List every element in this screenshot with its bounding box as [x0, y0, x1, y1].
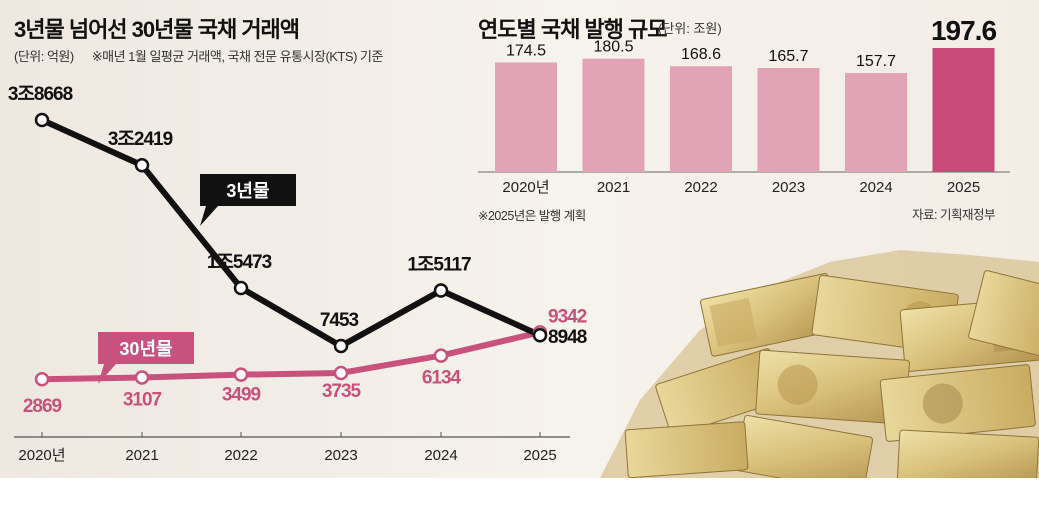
point-3yr-5 [532, 327, 548, 343]
left-chart-unit: (단위: 억원) [14, 49, 74, 64]
callout-30yr-box [98, 332, 194, 384]
bar-value-label-3: 165.7 [768, 48, 808, 65]
point-3yr-4 [433, 283, 449, 298]
left-chart-basis: ※매년 1월 일평균 거래액, 국채 전문 유통시장(KTS) 기준 [91, 49, 384, 64]
callout-3yr-box [200, 174, 296, 226]
data-label-30yr-1: 3107 [123, 390, 162, 411]
bar-5 [932, 48, 995, 172]
bar-category-label-5: 2025 [947, 179, 980, 196]
series-line-30yr [41, 329, 541, 383]
x-tick-label-0: 2020년 [18, 447, 65, 464]
legend-label-3yr: 3년물 [226, 181, 269, 201]
series-line-3yr [40, 117, 542, 350]
bar-value-label-2: 168.6 [681, 46, 721, 63]
bar-category-label-1: 2021 [597, 179, 630, 196]
x-tick-label-3: 2023 [324, 447, 357, 464]
data-label-30yr-3: 3735 [322, 381, 362, 402]
bill-stack-pile [600, 250, 1039, 493]
data-label-3yr-5: 8948 [548, 327, 587, 348]
bar-category-label-4: 2024 [859, 179, 892, 196]
point-30yr-1 [134, 370, 150, 385]
data-label-30yr-2: 3499 [222, 385, 261, 406]
legend-label-30yr: 30년물 [119, 339, 172, 359]
data-label-30yr-5: 9342 [548, 306, 587, 327]
bar-value-label-5: 197.6 [931, 15, 996, 46]
bottom-strip [0, 478, 1039, 510]
point-3yr-3 [333, 338, 349, 354]
x-tick-label-5: 2025 [523, 447, 556, 464]
data-label-30yr-4: 6134 [422, 368, 462, 389]
data-label-3yr-4: 1조5117 [407, 255, 471, 276]
right-chart-source: 자료: 기획재정부 [912, 208, 995, 222]
bar-1 [582, 58, 645, 172]
bar-category-label-3: 2023 [772, 179, 805, 196]
bar-value-label-1: 180.5 [593, 39, 633, 56]
bar-0 [495, 62, 557, 172]
point-30yr-3 [333, 365, 349, 381]
right-chart-footnote: ※2025년은 발행 계획 [478, 209, 586, 223]
right-chart-unit: (단위: 조원) [658, 21, 722, 36]
bar-4 [845, 73, 907, 172]
bar-category-label-0: 2020년 [502, 179, 549, 196]
bar-3 [757, 68, 820, 172]
x-tick-label-4: 2024 [424, 447, 457, 464]
point-3yr-1 [134, 157, 150, 173]
data-label-3yr-2: 1조5473 [207, 252, 272, 273]
bar-2 [670, 66, 732, 172]
data-label-3yr-3: 7453 [320, 310, 359, 331]
data-label-3yr-0: 3조8668 [8, 84, 73, 105]
point-3yr-2 [233, 280, 249, 296]
data-label-30yr-0: 2869 [23, 396, 62, 417]
point-30yr-0 [34, 371, 50, 387]
point-30yr-4 [433, 348, 449, 363]
x-tick-label-2: 2022 [224, 447, 257, 464]
callout-3yr: 3년물 [200, 174, 296, 226]
left-chart-notes: (단위: 억원) ※매년 1월 일평균 거래액, 국채 전문 유통시장(KTS) … [14, 46, 401, 65]
bar-category-label-2: 2022 [684, 179, 717, 196]
point-30yr-2 [233, 367, 249, 382]
right-chart-title: 연도별 국채 발행 규모 [478, 17, 667, 42]
x-tick-label-1: 2021 [125, 447, 158, 464]
callout-30yr: 30년물 [98, 332, 194, 384]
bar-value-label-0: 174.5 [506, 42, 546, 59]
bar-value-label-4: 157.7 [856, 53, 896, 70]
left-chart-title: 3년물 넘어선 30년물 국채 거래액 [14, 17, 300, 42]
point-3yr-0 [34, 112, 50, 128]
data-label-3yr-1: 3조2419 [108, 129, 173, 150]
